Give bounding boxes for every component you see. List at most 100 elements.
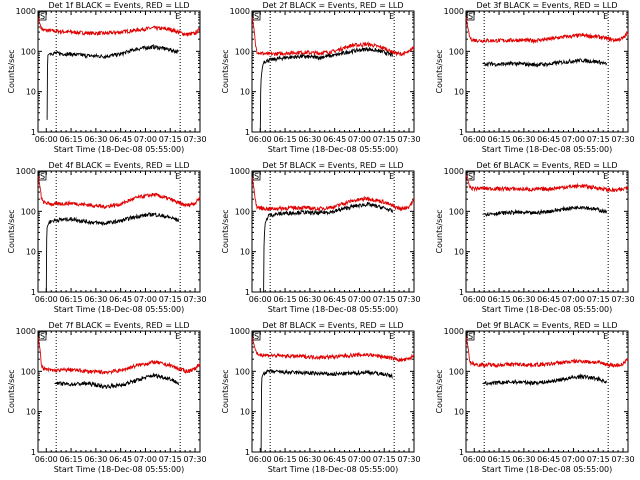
x-tick-label: 06:30 [512, 295, 535, 304]
y-tick-label: 10 [240, 408, 250, 417]
end-marker-label: E [603, 332, 608, 341]
x-tick-label: 07:00 [134, 135, 157, 144]
events-series-line [46, 43, 179, 120]
start-marker-label: S [40, 172, 45, 181]
panel-title: Det 5f BLACK = Events, RED = LLD [262, 161, 403, 170]
start-marker-label: S [40, 12, 45, 21]
y-tick-label: 1000 [230, 167, 250, 176]
x-tick-label: 07:30 [184, 455, 207, 464]
plot-frame [465, 330, 629, 453]
x-tick-label: 06:00 [463, 135, 486, 144]
detector-panel-5: Det 5f BLACK = Events, RED = LLD 1 10 100 10… [221, 161, 421, 314]
lld-series-line [465, 337, 629, 369]
lld-series-line [37, 175, 201, 210]
y-tick-label: 10 [454, 248, 464, 257]
x-tick-label: 07:00 [134, 295, 157, 304]
events-series-line [259, 46, 393, 133]
lld-series-line [37, 17, 201, 37]
panel-title: Det 1f BLACK = Events, RED = LLD [48, 1, 189, 10]
x-tick-label: 06:45 [109, 135, 132, 144]
x-tick-label: 07:15 [373, 135, 396, 144]
y-tick-label: 1000 [16, 167, 36, 176]
y-tick-label: 100 [21, 47, 36, 56]
x-tick-label: 06:45 [323, 455, 346, 464]
start-marker: S [466, 11, 475, 21]
y-tick-label: 10 [454, 408, 464, 417]
events-series-line [263, 201, 393, 293]
x-tick-label: 07:15 [587, 295, 610, 304]
lld-series-line [251, 17, 415, 57]
x-tick-label: 07:30 [398, 295, 421, 304]
y-tick-label: 100 [21, 207, 36, 216]
y-axis-label: Counts/sec [221, 49, 230, 93]
x-tick-label: 06:00 [35, 135, 58, 144]
lld-series-line [37, 337, 201, 376]
plot-frame [465, 10, 629, 133]
end-marker-label: E [389, 12, 394, 21]
y-axis-label: Counts/sec [435, 369, 444, 413]
y-tick-label: 1000 [444, 327, 464, 336]
start-marker: S [38, 11, 47, 21]
y-tick-label: 10 [240, 248, 250, 257]
panel-title: Det 7f BLACK = Events, RED = LLD [48, 321, 189, 330]
y-tick-label: 1 [459, 128, 464, 137]
y-axis-label: Counts/sec [221, 209, 230, 253]
x-tick-label: 06:15 [488, 295, 511, 304]
x-tick-label: 06:15 [488, 455, 511, 464]
detector-panel-6: Det 6f BLACK = Events, RED = LLD 1 10 100 10… [435, 161, 635, 314]
x-axis-label: Start Time (18-Dec-08 05:55:00) [482, 305, 613, 314]
start-marker: S [252, 11, 261, 21]
x-tick-label: 06:00 [463, 455, 486, 464]
start-marker-label: S [254, 172, 259, 181]
x-axis-label: Start Time (18-Dec-08 05:55:00) [54, 145, 185, 154]
y-tick-label: 10 [26, 408, 36, 417]
detector-panel-7: Det 7f BLACK = Events, RED = LLD 1 10 100 10… [7, 321, 207, 474]
y-axis-label: Counts/sec [435, 49, 444, 93]
x-tick-label: 06:30 [298, 455, 321, 464]
x-axis-label: Start Time (18-Dec-08 05:55:00) [268, 305, 399, 314]
detector-panel-1: Det 1f BLACK = Events, RED = LLD 1 10 100 10… [7, 1, 207, 154]
start-marker-label: S [468, 332, 473, 341]
x-tick-label: 06:30 [512, 455, 535, 464]
x-tick-label: 06:30 [298, 295, 321, 304]
events-series-line [260, 368, 393, 453]
x-tick-label: 06:00 [35, 295, 58, 304]
events-series-line [482, 205, 607, 217]
y-axis-label: Counts/sec [221, 369, 230, 413]
end-marker-label: E [389, 332, 394, 341]
plot-frame [37, 170, 201, 293]
lld-series-line [465, 174, 629, 193]
x-tick-label: 07:15 [587, 455, 610, 464]
x-tick-label: 06:30 [84, 295, 107, 304]
x-tick-label: 06:15 [60, 135, 83, 144]
panel-title: Det 3f BLACK = Events, RED = LLD [476, 1, 617, 10]
y-tick-label: 100 [21, 367, 36, 376]
x-tick-label: 06:45 [537, 455, 560, 464]
start-marker-label: S [254, 12, 259, 21]
x-tick-label: 06:30 [512, 135, 535, 144]
events-series-line [45, 212, 179, 293]
x-tick-label: 07:15 [587, 135, 610, 144]
x-tick-label: 06:00 [249, 455, 272, 464]
panel-title: Det 8f BLACK = Events, RED = LLD [262, 321, 403, 330]
x-tick-label: 07:30 [398, 455, 421, 464]
y-tick-label: 1000 [444, 167, 464, 176]
lld-series-line [465, 17, 629, 45]
x-tick-label: 06:45 [537, 135, 560, 144]
y-tick-label: 1000 [444, 7, 464, 16]
end-marker-label: E [175, 12, 180, 21]
y-tick-label: 1000 [16, 327, 36, 336]
y-tick-label: 10 [454, 88, 464, 97]
x-tick-label: 07:15 [159, 295, 182, 304]
x-tick-label: 06:45 [109, 455, 132, 464]
y-tick-label: 10 [26, 248, 36, 257]
y-tick-label: 1 [459, 288, 464, 297]
start-marker: S [38, 331, 47, 341]
x-tick-label: 07:30 [612, 295, 635, 304]
y-tick-label: 100 [449, 367, 464, 376]
plot-frame [37, 330, 201, 453]
y-tick-label: 100 [235, 47, 250, 56]
detector-panel-8: Det 8f BLACK = Events, RED = LLD 1 10 100 10… [221, 321, 421, 474]
x-tick-label: 07:00 [134, 455, 157, 464]
